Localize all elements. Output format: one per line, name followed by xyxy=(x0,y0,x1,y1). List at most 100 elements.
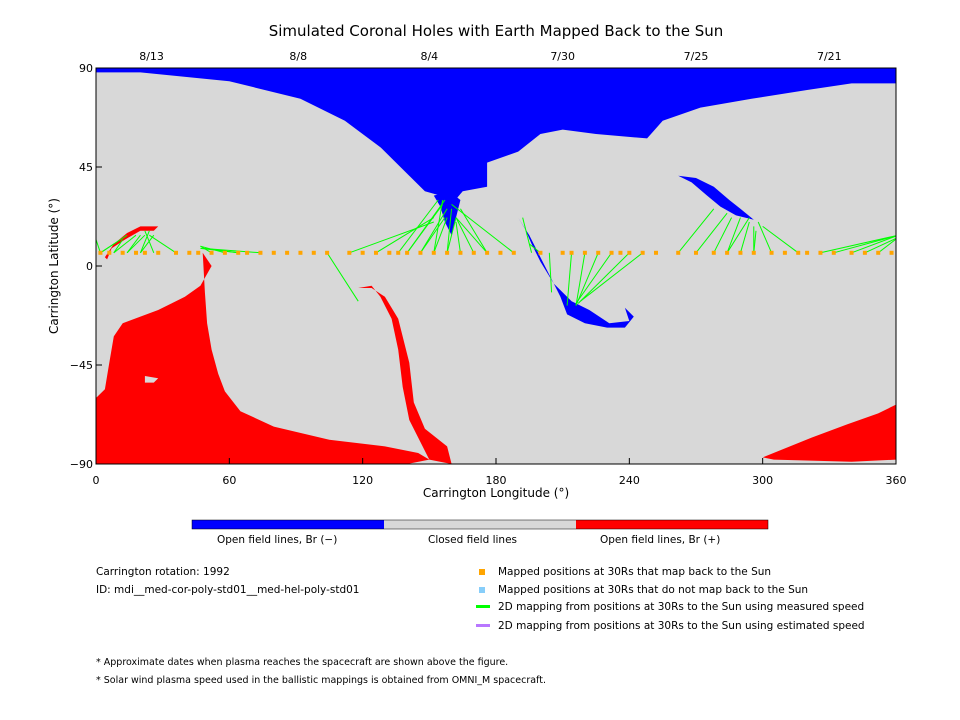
mapping-line xyxy=(144,230,155,253)
colorbar-label-open-positive: Open field lines, Br (+) xyxy=(600,534,721,546)
mapping-line xyxy=(455,217,488,254)
y-tick-label: 0 xyxy=(86,260,93,273)
mapped-position-point xyxy=(298,250,303,255)
mapped-position-point xyxy=(627,250,632,255)
legend-measured-speed-label: 2D mapping from positions at 30Rs to the… xyxy=(498,601,865,613)
mapping-line xyxy=(202,247,261,254)
mapping-line xyxy=(575,252,586,306)
chart-title: Simulated Coronal Holes with Earth Mappe… xyxy=(269,22,724,40)
mapped-position-point xyxy=(498,250,503,255)
mapped-position-point xyxy=(418,250,423,255)
mapping-line xyxy=(820,235,896,254)
mapped-position-point xyxy=(560,250,565,255)
y-tick-label: 90 xyxy=(79,62,93,75)
mapping-line xyxy=(762,225,799,254)
date-tick-label: 7/21 xyxy=(817,50,842,63)
mapping-line xyxy=(140,234,155,254)
mapped-position-point xyxy=(431,250,436,255)
mapping-line xyxy=(851,235,896,254)
mapped-position-point xyxy=(485,250,490,255)
mapped-position-point xyxy=(387,250,392,255)
carrington-rotation: Carrington rotation: 1992 xyxy=(96,566,230,578)
mapped-position-point xyxy=(511,250,516,255)
date-tick-label: 7/25 xyxy=(684,50,709,63)
mapped-position-point xyxy=(174,250,178,255)
legend-measured-speed-line xyxy=(476,605,490,608)
mapping-line xyxy=(575,252,612,304)
x-tick-label: 240 xyxy=(619,474,640,487)
mapping-line xyxy=(446,217,457,253)
mapped-position-point xyxy=(98,250,103,255)
mapped-position-point xyxy=(120,250,125,255)
mapping-line xyxy=(677,208,715,254)
closed-field-island xyxy=(144,376,159,383)
y-tick-label: −45 xyxy=(70,359,93,372)
legend-not-mapped-back-swatch xyxy=(479,587,485,593)
mapped-position-point xyxy=(258,250,263,255)
mapped-position-point xyxy=(582,250,587,255)
mapping-line xyxy=(326,252,359,302)
mapped-position-point xyxy=(725,250,730,255)
mapping-line xyxy=(96,238,101,253)
mapping-line xyxy=(580,252,643,302)
mapped-position-point xyxy=(596,250,601,255)
mapped-position-point xyxy=(325,250,330,255)
open-positive-region xyxy=(358,285,452,464)
mapping-line xyxy=(139,230,150,253)
mapped-position-point xyxy=(107,250,112,255)
mapping-line xyxy=(739,221,750,253)
date-tick-label: 8/4 xyxy=(420,50,438,63)
date-tick-label: 8/13 xyxy=(139,50,164,63)
mapping-line xyxy=(757,221,773,253)
mapped-position-point xyxy=(236,250,241,255)
open-positive-region xyxy=(96,252,430,464)
axis-ticks: 0 60 120 180 240 300 360 90 45 0 −45 −90 xyxy=(70,62,907,487)
mapping-line xyxy=(548,252,553,293)
mapped-position-point xyxy=(156,250,161,255)
mapped-position-point xyxy=(654,250,658,255)
mapping-line xyxy=(397,199,439,254)
colorbar-label-open-negative: Open field lines, Br (−) xyxy=(217,534,338,546)
mapping-line xyxy=(575,252,599,306)
plot-area xyxy=(96,68,896,464)
mapping-line xyxy=(726,217,750,254)
mapping-line xyxy=(695,212,728,254)
x-tick-label: 180 xyxy=(486,474,507,487)
mapped-position-point xyxy=(538,250,543,255)
x-tick-label: 300 xyxy=(752,474,773,487)
colorbar-segment xyxy=(384,520,576,529)
legend-estimated-speed-line xyxy=(476,624,490,627)
mapped-position-point xyxy=(396,250,401,255)
mapped-position-point xyxy=(676,250,681,255)
open-negative-region xyxy=(433,191,461,236)
mapping-line xyxy=(433,199,444,253)
mapped-position-point xyxy=(569,250,574,255)
legend-mapped-back-label: Mapped positions at 30Rs that map back t… xyxy=(498,566,772,578)
model-id: ID: mdi__med-cor-poly-std01__med-hel-pol… xyxy=(96,584,360,596)
x-tick-label: 120 xyxy=(352,474,373,487)
mapping-line xyxy=(446,208,453,253)
date-tick-label: 7/30 xyxy=(550,50,575,63)
mapped-position-point xyxy=(769,250,774,255)
mapping-line xyxy=(100,234,128,254)
mapped-position-point xyxy=(311,250,316,255)
mapped-position-point xyxy=(209,250,214,255)
mapped-position-point xyxy=(849,250,854,255)
mapped-position-point xyxy=(445,250,450,255)
mapping-line xyxy=(726,217,741,253)
open-positive-region xyxy=(762,404,896,462)
mapping-lines xyxy=(96,199,896,306)
mapping-line xyxy=(451,204,515,254)
mapped-position-point xyxy=(134,250,138,255)
mapped-position-point xyxy=(711,250,716,255)
mapped-position-point xyxy=(751,250,756,255)
mapped-position-point xyxy=(360,250,365,255)
mapped-position-point xyxy=(618,250,623,255)
footnote-dates: * Approximate dates when plasma reaches … xyxy=(96,657,509,668)
open-negative-region xyxy=(678,175,768,227)
mapped-position-point xyxy=(609,250,614,255)
y-tick-label: 45 xyxy=(79,161,93,174)
mapping-line xyxy=(113,234,137,254)
mapping-line xyxy=(455,221,461,253)
x-tick-label: 360 xyxy=(886,474,907,487)
